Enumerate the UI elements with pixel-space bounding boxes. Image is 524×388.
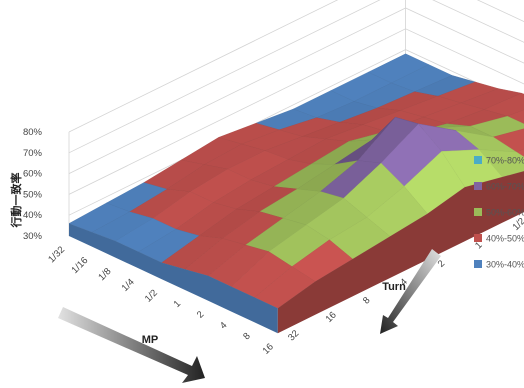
turn-tick-label: 1 [473, 240, 485, 252]
legend-swatch [474, 182, 482, 190]
mp-direction-arrow [58, 307, 205, 383]
z-gridline [68, 0, 524, 133]
legend-label: 40%-50% [486, 234, 524, 244]
legend: 70%-80% 60%-70% 50%-60% 40%-50% 30%-40% [474, 156, 524, 270]
mp-tick-label: 1/16 [69, 255, 90, 276]
surface-layer [68, 53, 524, 334]
mp-tick-label: 2 [195, 309, 207, 321]
turn-tick-label: 32 [286, 328, 301, 343]
turn-direction-arrow [380, 249, 441, 334]
z-tick-label: 60% [23, 169, 43, 180]
surface-side-skirt [277, 171, 524, 334]
z-tick-label: 40% [23, 210, 43, 221]
legend-swatch [474, 156, 482, 164]
mp-tick-label: 8 [241, 331, 253, 343]
z-tick-label: 70% [23, 148, 43, 159]
turn-tick-label: 16 [324, 310, 339, 325]
x-axis-title: MP [142, 334, 159, 346]
turn-tick-label: 8 [361, 295, 373, 307]
legend-swatch [474, 260, 482, 268]
turn-tick-label: 2 [436, 258, 448, 270]
mp-tick-label: 1 [172, 298, 184, 310]
z-tick-label: 80% [23, 127, 43, 138]
z-tick-label: 30% [23, 231, 43, 242]
mp-tick-label: 1/4 [120, 277, 137, 294]
turn-tick-label: 4 [398, 277, 410, 289]
mp-tick-label: 1/8 [96, 266, 113, 283]
legend-swatch [474, 208, 482, 216]
mp-tick-label: 1/32 [46, 244, 67, 265]
z-gridline [68, 0, 524, 154]
legend-label: 50%-60% [486, 208, 524, 218]
mp-tick-label: 1/2 [143, 288, 160, 305]
legend-swatch [474, 234, 482, 242]
surface-cell [506, 109, 524, 125]
legend-label: 60%-70% [486, 182, 524, 192]
z-axis-title: 行動一致率 [9, 173, 23, 229]
mp-tick-label: 16 [261, 342, 276, 357]
mp-tick-label: 4 [218, 320, 230, 332]
turn-tick-label: 1/2 [511, 216, 524, 233]
legend-label: 30%-40% [486, 260, 524, 270]
surface-front-skirt [69, 223, 278, 334]
surface-cell [515, 148, 524, 158]
z-tick-label: 50% [23, 189, 43, 200]
y-axis-title: Turn [382, 281, 406, 293]
legend-label: 70%-80% [486, 156, 524, 166]
